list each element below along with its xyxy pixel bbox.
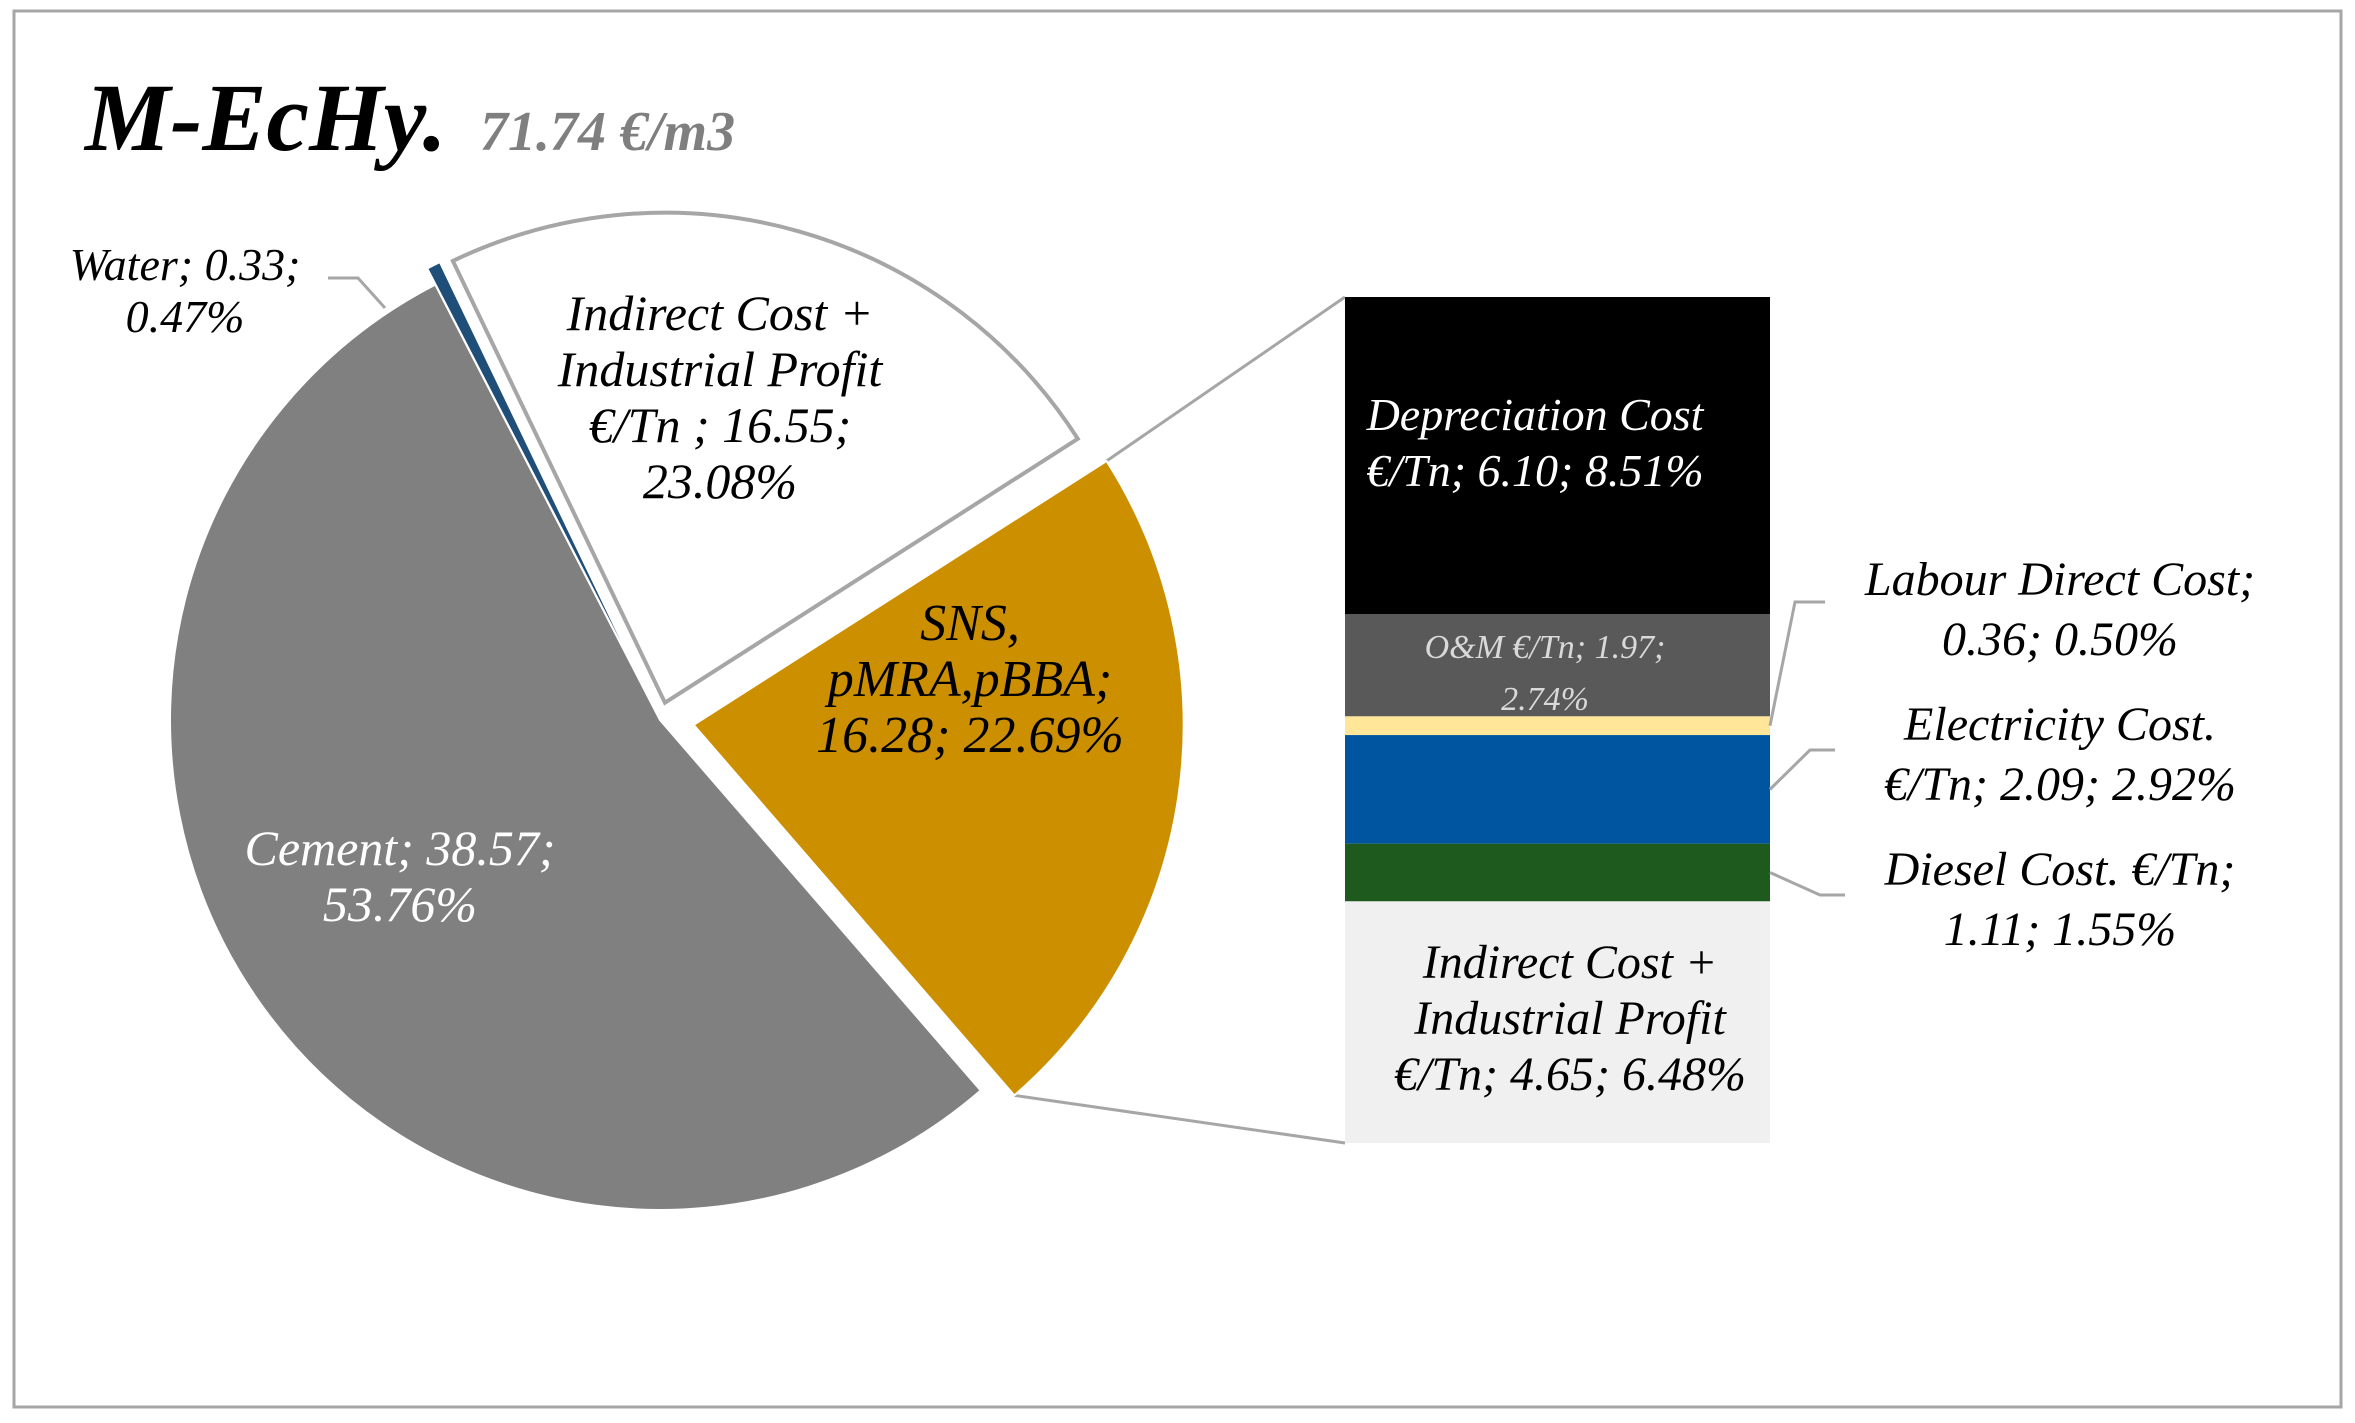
data-labels: Water; 0.33; 0.47% Indirect Cost + Industri… xyxy=(70,239,2256,1101)
data-label-cement: Cement; 38.57; 53.76% xyxy=(244,820,555,932)
pie xyxy=(168,210,1185,1212)
pie-slice-cement xyxy=(168,283,983,1212)
leader-line-labour xyxy=(1768,600,1825,727)
connector-line-top xyxy=(1105,295,1346,463)
chart-title: M-EcHy. xyxy=(83,64,447,171)
data-label-labour-direct-cost: Labour Direct Cost; 0.36; 0.50% xyxy=(1864,553,2255,666)
bar-segment-electricity-cost-tn xyxy=(1345,735,1770,844)
pie-slice-sns-pmra-pbba xyxy=(692,459,1185,1097)
bar-segment-diesel-cost-tn xyxy=(1345,843,1770,902)
leader-lines xyxy=(328,276,1845,897)
data-label-diesel-cost: Diesel Cost. €/Tn; 1.11; 1.55% xyxy=(1884,843,2236,956)
bar-segment-depreciation-cost-tn xyxy=(1345,297,1770,614)
data-label-depreciation-cost: Depreciation Cost €/Tn; 6.10; 8.51% xyxy=(1366,389,1705,496)
connector-line-bottom xyxy=(1014,1093,1346,1145)
bar-segment-o-m-tn xyxy=(1345,613,1770,717)
connector-lines xyxy=(1014,295,1346,1145)
data-label-om: O&M €/Tn; 1.97; 2.74% xyxy=(1425,629,1666,718)
chart-subtitle: 71.74 €/m3 xyxy=(480,101,735,163)
data-label-sns: SNS, pMRA,pBBA; 16.28; 22.69% xyxy=(816,595,1124,764)
data-label-electricity-cost: Electricity Cost. €/Tn; 2.09; 2.92% xyxy=(1884,698,2236,811)
data-label-water: Water; 0.33; 0.47% xyxy=(70,239,301,342)
bar-segment-labour-direct-cost xyxy=(1345,716,1770,736)
stacked-bar xyxy=(1345,297,1770,1143)
leader-line-water xyxy=(328,276,387,310)
data-label-indirect-cost: Indirect Cost + Industrial Profit €/Tn ; 1… xyxy=(557,285,884,509)
bar-segment-indirect-cost-industrial-profit-tn xyxy=(1345,901,1770,1143)
data-label-indirect-cost-bar: Indirect Cost + Industrial Profit €/Tn; 4.… xyxy=(1394,936,1746,1101)
leader-line-diesel xyxy=(1769,871,1845,897)
pie-slice-indirect-cost-industrial-profit-tn xyxy=(450,210,1081,706)
leader-line-electricity xyxy=(1768,748,1835,791)
